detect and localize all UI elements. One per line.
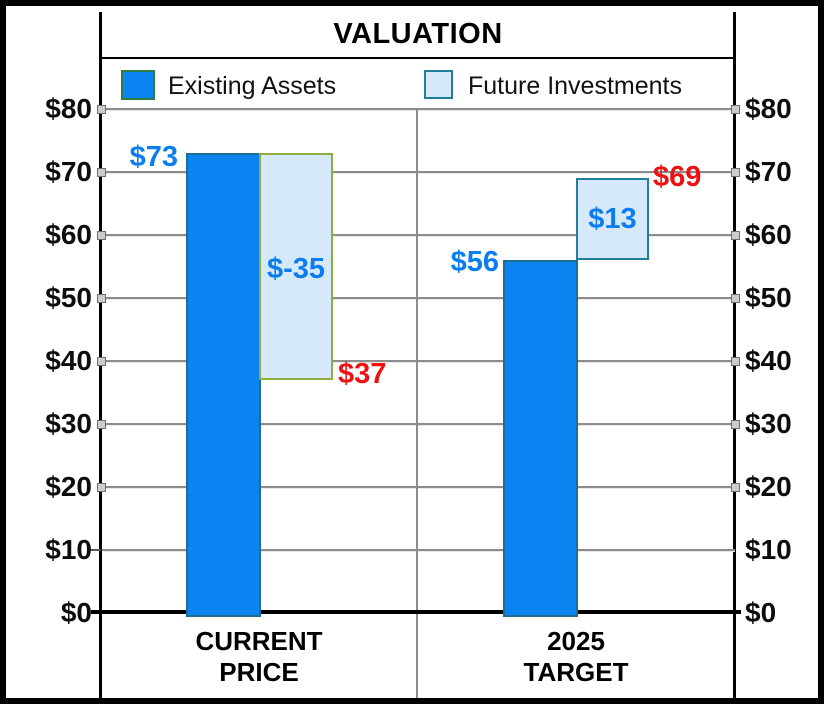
- legend-label-future-investments: Future Investments: [468, 72, 682, 100]
- bar-target-existing-assets[interactable]: [503, 260, 578, 617]
- gridline-handle[interactable]: [731, 483, 740, 492]
- value-label-target-delta: $13: [588, 203, 637, 235]
- gridline-handle[interactable]: [97, 105, 106, 114]
- gridline-handle[interactable]: [97, 168, 106, 177]
- gridline[interactable]: [102, 360, 735, 363]
- y-axis-label-right: $20: [745, 471, 792, 502]
- y-axis-tick: [90, 549, 101, 551]
- value-label-target-existing: $56: [450, 246, 499, 278]
- gridline[interactable]: [102, 423, 735, 426]
- value-label-target-result: $69: [653, 161, 702, 193]
- y-axis-label-right: $40: [745, 345, 792, 376]
- gridline[interactable]: [102, 171, 735, 174]
- gridline-handle[interactable]: [97, 231, 106, 240]
- y-axis-label-left: $20: [45, 471, 92, 502]
- legend-swatch-existing-assets[interactable]: [121, 70, 155, 100]
- category-label-2025-target: 2025 TARGET: [419, 626, 733, 688]
- gridline-handle[interactable]: [731, 168, 740, 177]
- y-axis-label-right: $30: [745, 408, 792, 439]
- gridline-handle[interactable]: [731, 420, 740, 429]
- y-axis-label-left: $0: [60, 597, 92, 628]
- y-axis-label-left: $60: [45, 219, 92, 250]
- y-axis-label-left: $50: [45, 282, 92, 313]
- category-divider-line: [416, 110, 418, 698]
- right-axis-frame-line: [733, 12, 736, 698]
- category-label-line: PRICE: [219, 657, 299, 687]
- category-label-line: CURRENT: [195, 626, 323, 656]
- y-axis-label-left: $10: [45, 534, 92, 565]
- bar-current-existing-assets[interactable]: [186, 153, 261, 617]
- gridline-handle[interactable]: [731, 294, 740, 303]
- bar-current-future-investments[interactable]: [259, 153, 333, 380]
- y-axis-label-right: $50: [745, 282, 792, 313]
- y-axis-label-right: $10: [745, 534, 792, 565]
- legend-label-existing-assets: Existing Assets: [168, 72, 337, 100]
- gridline-handle[interactable]: [97, 483, 106, 492]
- category-label-line: TARGET: [523, 657, 629, 687]
- legend-swatch-future-investments[interactable]: [424, 70, 453, 99]
- value-label-current-existing: $73: [129, 141, 178, 173]
- y-axis-label-left: $40: [45, 345, 92, 376]
- gridline-handle[interactable]: [97, 357, 106, 366]
- category-label-current-price: CURRENT PRICE: [103, 626, 415, 688]
- value-label-current-delta: $-35: [266, 253, 326, 285]
- left-axis-frame-line: [99, 12, 102, 698]
- gridline-handle[interactable]: [97, 420, 106, 429]
- value-label-current-result: $37: [338, 358, 387, 390]
- category-label-line: 2025: [547, 626, 605, 656]
- gridline-handle[interactable]: [97, 294, 106, 303]
- y-axis-label-right: $70: [745, 156, 792, 187]
- y-axis-label-right: $80: [745, 93, 792, 124]
- gridline[interactable]: [102, 234, 735, 237]
- gridline-handle[interactable]: [731, 231, 740, 240]
- y-axis-label-left: $80: [45, 93, 92, 124]
- gridline-handle[interactable]: [731, 357, 740, 366]
- gridline[interactable]: [102, 486, 735, 489]
- y-axis-label-left: $30: [45, 408, 92, 439]
- gridline[interactable]: [102, 108, 735, 111]
- y-axis-label-right: $0: [745, 597, 777, 628]
- x-axis-line: [91, 610, 741, 614]
- gridline-handle[interactable]: [731, 105, 740, 114]
- title-separator-line: [99, 57, 736, 59]
- y-axis-label-left: $70: [45, 156, 92, 187]
- gridline[interactable]: [102, 549, 735, 552]
- gridline[interactable]: [102, 297, 735, 300]
- bar-target-future-investments[interactable]: [576, 178, 649, 261]
- chart-title: VALUATION: [333, 18, 503, 50]
- y-axis-label-right: $60: [745, 219, 792, 250]
